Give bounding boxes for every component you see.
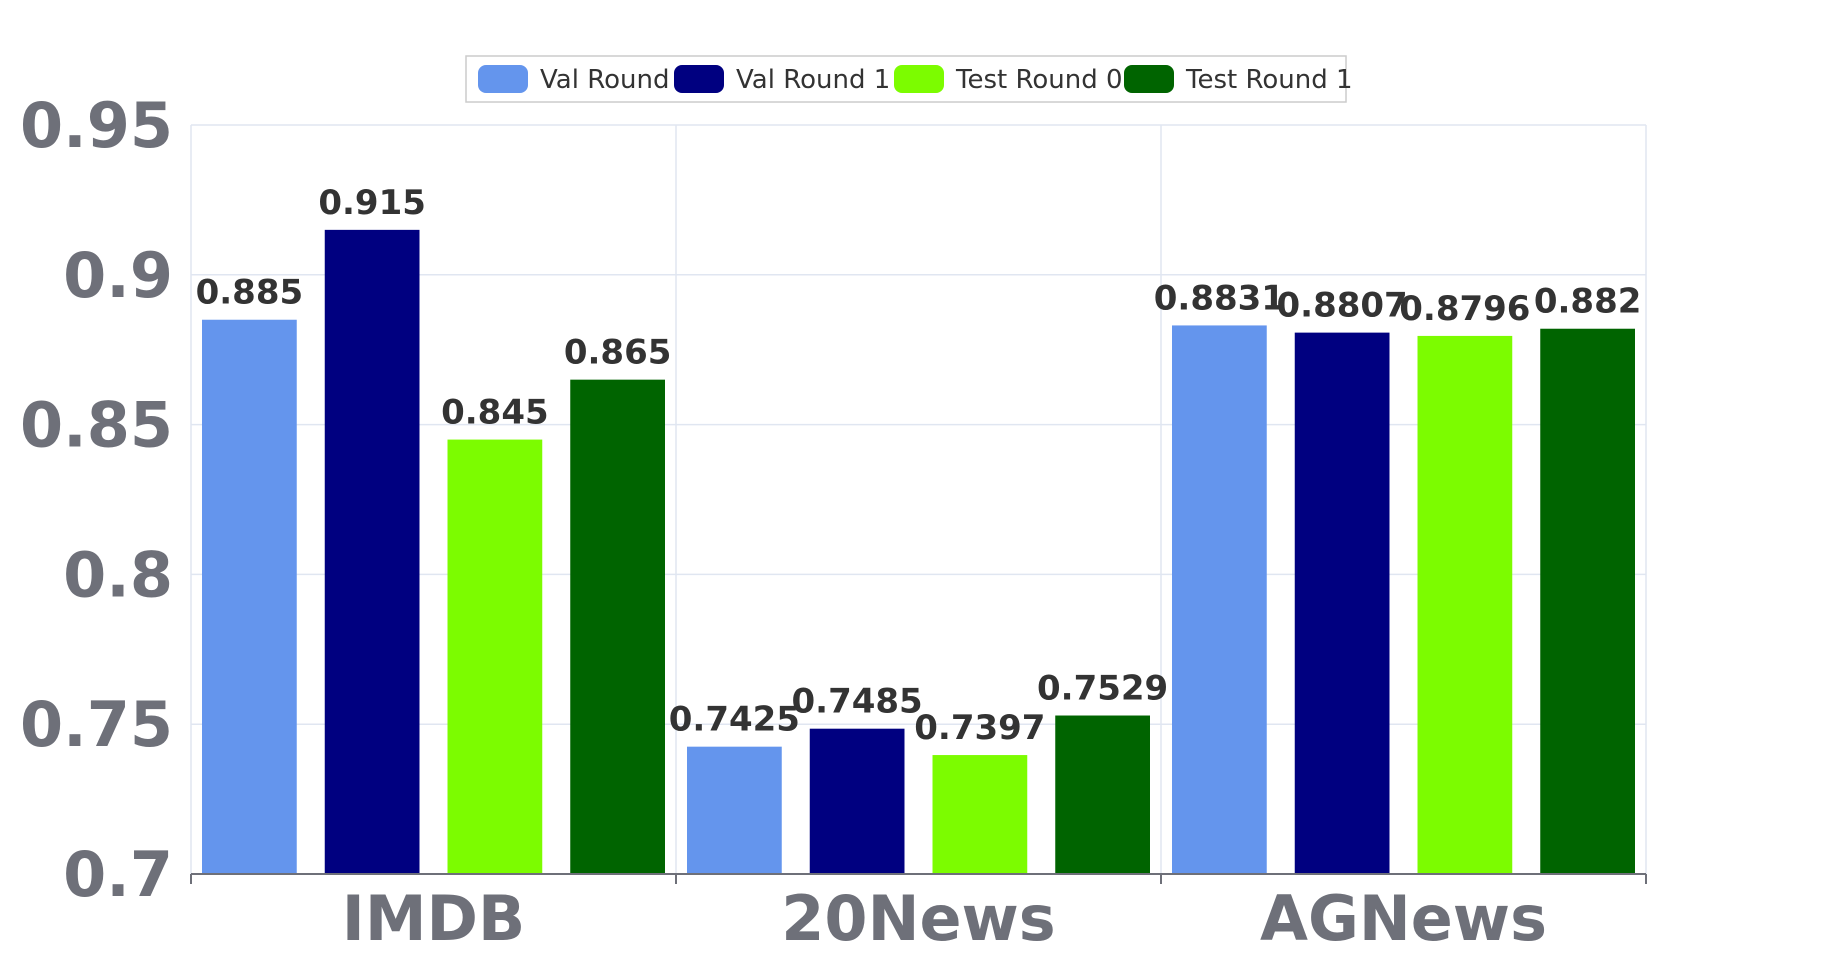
- legend-swatch: [478, 65, 528, 93]
- bar-value-label: 0.885: [196, 273, 304, 313]
- bar[interactable]: [932, 755, 1028, 874]
- bar[interactable]: [1294, 332, 1390, 874]
- bars: [202, 229, 1635, 875]
- bar-value-label: 0.7529: [1037, 669, 1168, 709]
- legend-label: Test Round 0: [955, 65, 1123, 95]
- value-labels: 0.8850.9150.8450.8650.74250.74850.73970.…: [196, 183, 1642, 748]
- y-tick-label: 0.85: [20, 389, 173, 462]
- y-tick-label: 0.8: [63, 538, 173, 611]
- bar-value-label: 0.8796: [1399, 289, 1530, 329]
- legend-swatch: [894, 65, 944, 93]
- bar-value-label: 0.7425: [669, 700, 800, 740]
- bar[interactable]: [1540, 328, 1635, 874]
- legend-item[interactable]: Test Round 1: [1124, 65, 1353, 95]
- y-tick-label: 0.9: [63, 239, 173, 312]
- legend-item[interactable]: Val Round 1: [674, 65, 890, 95]
- bar[interactable]: [1055, 715, 1150, 874]
- bar[interactable]: [1172, 325, 1267, 875]
- bar[interactable]: [1417, 335, 1513, 874]
- legend-item[interactable]: Test Round 0: [894, 65, 1123, 95]
- legend[interactable]: Val Round 0 Val Round 1 Test Round 0 Test R…: [465, 55, 1353, 103]
- bar[interactable]: [570, 379, 665, 874]
- bar[interactable]: [324, 229, 420, 875]
- bar-value-label: 0.865: [564, 333, 672, 373]
- bar-value-label: 0.7397: [914, 708, 1045, 748]
- y-tick-label: 0.7: [63, 838, 173, 911]
- bar-value-label: 0.845: [441, 393, 549, 433]
- bar-value-label: 0.8807: [1277, 286, 1408, 326]
- x-tick-label: IMDB: [342, 882, 526, 955]
- legend-label: Val Round 0: [540, 65, 694, 95]
- bar-value-label: 0.8831: [1154, 278, 1285, 318]
- bar[interactable]: [202, 319, 297, 874]
- bar-value-label: 0.7485: [792, 682, 923, 722]
- legend-label: Test Round 1: [1185, 65, 1353, 95]
- y-axis-ticks: 0.7 0.75 0.8 0.85 0.9 0.95: [20, 89, 173, 911]
- legend-label: Val Round 1: [736, 65, 890, 95]
- bar[interactable]: [447, 439, 543, 874]
- legend-swatch: [674, 65, 724, 93]
- axes: [190, 873, 1647, 884]
- x-tick-label: 20News: [781, 882, 1055, 955]
- x-axis-ticks: IMDB 20News AGNews: [342, 882, 1547, 955]
- bar[interactable]: [687, 746, 782, 874]
- bar-value-label: 0.915: [318, 183, 426, 223]
- x-tick-label: AGNews: [1260, 882, 1547, 955]
- legend-swatch: [1124, 65, 1174, 93]
- bar[interactable]: [809, 728, 905, 874]
- y-tick-label: 0.75: [20, 688, 173, 761]
- grid-lines: [190, 124, 1647, 874]
- bar-value-label: 0.882: [1534, 282, 1642, 322]
- legend-item[interactable]: Val Round 0: [478, 65, 694, 95]
- y-tick-label: 0.95: [20, 89, 173, 162]
